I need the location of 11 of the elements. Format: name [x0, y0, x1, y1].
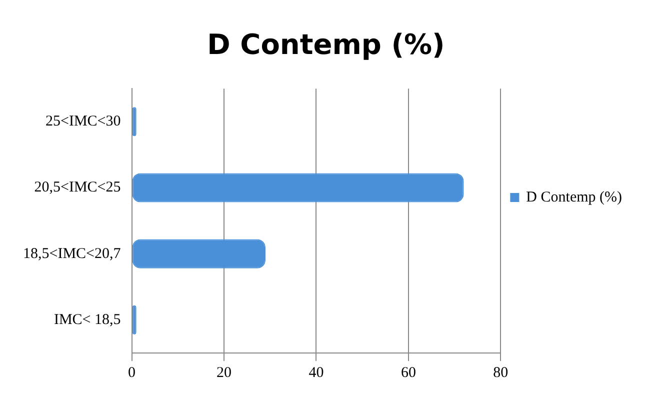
y-tick-label: IMC< 18,5: [54, 312, 121, 328]
x-tick-label: 60: [400, 364, 416, 381]
x-tick-label: 80: [493, 364, 508, 381]
chart-title: D Contemp (%): [207, 28, 445, 62]
legend-label: D Contemp (%): [526, 189, 622, 206]
x-tick-label: 40: [308, 364, 324, 381]
x-tick-label: 20: [216, 364, 232, 381]
y-tick-label: 18,5<IMC<20,7: [22, 246, 122, 262]
y-tick-label: 20,5<IMC<25: [34, 180, 121, 196]
x-tick-label: 0: [128, 364, 136, 381]
y-tick-label: 25<IMC<30: [45, 114, 121, 130]
